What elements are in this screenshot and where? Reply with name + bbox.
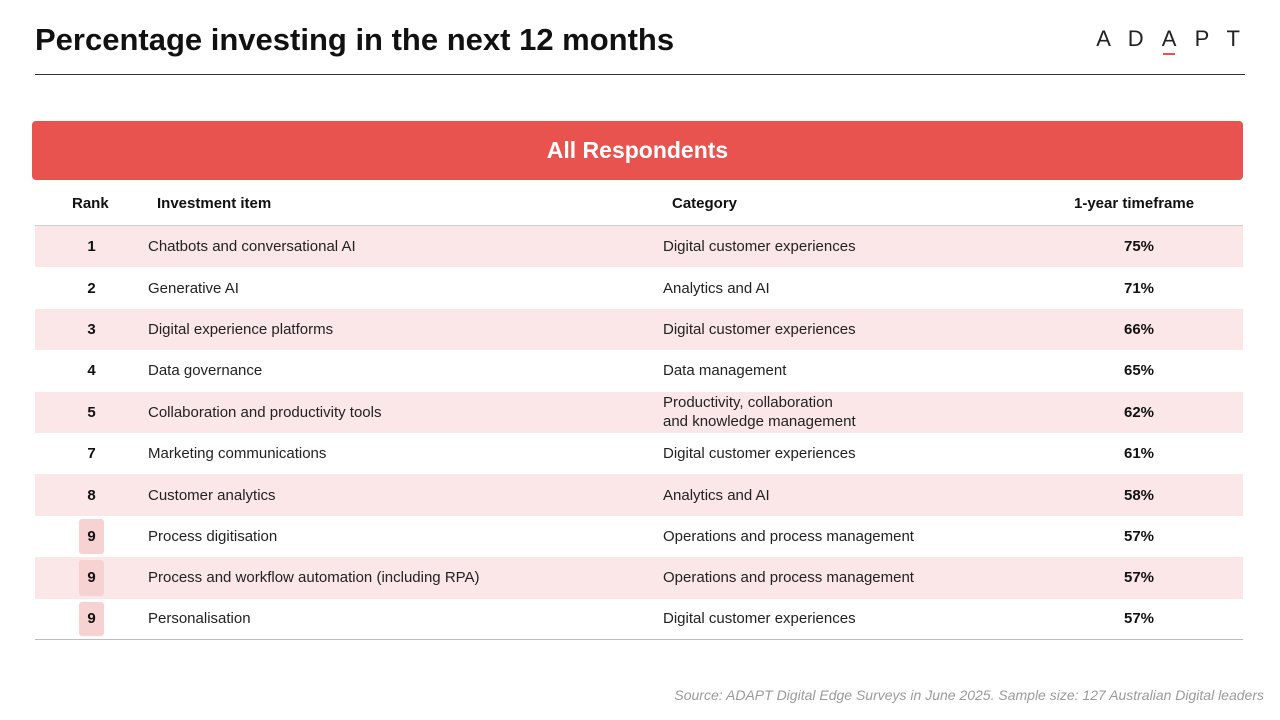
rank-cell: 2 <box>87 279 96 297</box>
category-cell: Digital customer experiences <box>663 238 856 256</box>
percentage-cell: 57% <box>1123 610 1155 628</box>
rank-cell: 3 <box>87 320 96 338</box>
item-cell: Process and workflow automation (includi… <box>148 569 480 587</box>
category-cell: Digital customer experiences <box>663 320 856 338</box>
table-row: 9 Personalisation Digital customer exper… <box>35 599 1243 640</box>
rank-cell: 4 <box>87 362 96 380</box>
header-rank: Rank <box>72 195 109 212</box>
table-row: 7 Marketing communications Digital custo… <box>35 433 1243 474</box>
category-cell: Data management <box>663 362 787 380</box>
item-cell: Process digitisation <box>148 527 278 545</box>
table-row: 1 Chatbots and conversational AI Digital… <box>35 226 1243 268</box>
percentage-cell: 71% <box>1123 279 1155 297</box>
table-row: 2 Generative AI Analytics and AI 71% <box>35 267 1243 308</box>
header-investment-item: Investment item <box>157 195 272 212</box>
category-cell: Analytics and AI <box>663 486 770 504</box>
percentage-cell: 58% <box>1123 486 1155 504</box>
rank-cell: 7 <box>87 445 96 463</box>
table-row: 3 Digital experience platforms Digital c… <box>35 308 1243 351</box>
percentage-cell: 75% <box>1123 238 1155 256</box>
percentage-cell: 65% <box>1123 362 1155 380</box>
category-cell: Analytics and AI <box>663 279 770 297</box>
table-row: 9 Process digitisation Operations and pr… <box>35 516 1243 557</box>
page-title: Percentage investing in the next 12 mont… <box>35 22 675 57</box>
item-cell: Personalisation <box>148 610 251 628</box>
header-timeframe: 1-year timeframe <box>1074 195 1195 212</box>
item-cell: Collaboration and productivity tools <box>148 403 382 421</box>
title-divider <box>35 74 1245 75</box>
category-cell: Productivity, collaboration and knowledg… <box>663 394 856 431</box>
item-cell: Generative AI <box>148 279 239 297</box>
category-cell: Operations and process management <box>663 569 914 587</box>
table-row: 9 Process and workflow automation (inclu… <box>35 557 1243 599</box>
rank-cell: 8 <box>87 486 96 504</box>
item-cell: Chatbots and conversational AI <box>148 238 356 256</box>
rank-cell-tie: 9 <box>79 601 104 636</box>
percentage-cell: 57% <box>1123 527 1155 545</box>
percentage-cell: 62% <box>1123 403 1155 421</box>
table-row: 4 Data governance Data management 65% <box>35 350 1243 391</box>
table-row: 5 Collaboration and productivity tools P… <box>35 391 1243 433</box>
respondents-banner: All Respondents <box>32 121 1243 180</box>
item-cell: Digital experience platforms <box>148 320 334 338</box>
rank-cell: 1 <box>87 238 96 256</box>
item-cell: Marketing communications <box>148 445 327 463</box>
percentage-cell: 61% <box>1123 445 1155 463</box>
percentage-cell: 66% <box>1123 320 1155 338</box>
table-header: Rank Investment item Category 1-year tim… <box>35 180 1243 226</box>
percentage-cell: 57% <box>1123 569 1155 587</box>
rank-cell: 5 <box>87 403 96 421</box>
category-cell: Operations and process management <box>663 527 914 545</box>
adapt-logo: A D A P T <box>1096 26 1246 55</box>
table-row: 8 Customer analytics Analytics and AI 58… <box>35 474 1243 516</box>
source-note: Source: ADAPT Digital Edge Surveys in Ju… <box>674 687 1264 703</box>
investment-table: Rank Investment item Category 1-year tim… <box>35 180 1243 640</box>
category-cell: Digital customer experiences <box>663 610 856 628</box>
item-cell: Data governance <box>148 362 263 380</box>
category-cell: Digital customer experiences <box>663 445 856 463</box>
rank-cell-tie: 9 <box>79 518 104 555</box>
rank-cell-tie: 9 <box>79 560 104 596</box>
header-category: Category <box>672 195 738 212</box>
item-cell: Customer analytics <box>148 486 276 504</box>
